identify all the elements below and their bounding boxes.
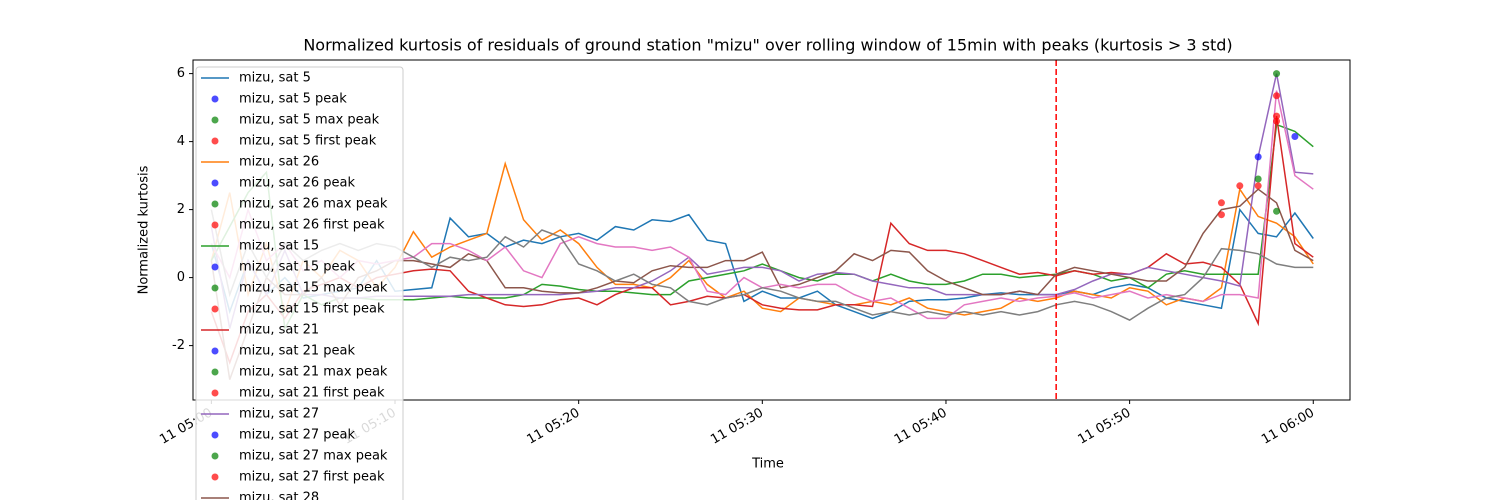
peak-point <box>1273 70 1281 78</box>
y-tick-label: -2 <box>172 338 185 353</box>
peak-point <box>1273 117 1281 125</box>
peak-point <box>1254 153 1262 161</box>
legend-swatch <box>211 221 219 229</box>
peak-point <box>1273 112 1281 120</box>
legend-label: mizu, sat 15 max peak <box>239 281 388 296</box>
legend-label: mizu, sat 26 <box>239 155 319 170</box>
legend-label: mizu, sat 26 first peak <box>239 218 385 233</box>
y-axis-label: Normalized kurtosis <box>137 165 152 294</box>
legend-label: mizu, sat 27 first peak <box>239 470 385 485</box>
peak-point <box>1254 182 1262 190</box>
legend-label: mizu, sat 26 max peak <box>239 197 388 212</box>
legend-box <box>195 66 404 500</box>
y-tick-label: 6 <box>177 66 185 81</box>
peak-point <box>1217 199 1225 207</box>
peak-point <box>1254 175 1262 183</box>
axes-frame <box>192 59 1351 401</box>
peak-point <box>1217 211 1225 219</box>
legend-label: mizu, sat 21 first peak <box>239 386 385 401</box>
legend-label: mizu, sat 21 <box>239 323 319 338</box>
legend-label: mizu, sat 26 peak <box>239 176 355 191</box>
legend-label: mizu, sat 15 peak <box>239 260 355 275</box>
legend-label: mizu, sat 15 <box>239 239 319 254</box>
legend-label: mizu, sat 15 first peak <box>239 302 385 317</box>
legend-swatch <box>211 305 219 313</box>
legend-swatch <box>211 368 219 376</box>
legend-swatch <box>211 347 219 355</box>
legend-label: mizu, sat 27 max peak <box>239 449 388 464</box>
y-tick-label: 4 <box>177 134 185 149</box>
peak-point <box>1273 92 1281 100</box>
legend-swatch <box>211 284 219 292</box>
legend-swatch <box>211 116 219 124</box>
chart-title: Normalized kurtosis of residuals of grou… <box>303 36 1232 55</box>
peak-point <box>1273 207 1281 215</box>
legend-label: mizu, sat 5 peak <box>239 92 347 107</box>
legend-label: mizu, sat 27 peak <box>239 428 355 443</box>
legend-label: mizu, sat 21 max peak <box>239 365 388 380</box>
legend-swatch <box>211 263 219 271</box>
legend-label: mizu, sat 27 <box>239 407 319 422</box>
peak-point <box>1291 133 1299 140</box>
x-axis-label: Time <box>751 457 784 472</box>
legend-swatch <box>211 137 219 145</box>
legend-label: mizu, sat 5 <box>239 71 311 86</box>
legend-swatch <box>211 179 219 187</box>
legend-swatch <box>211 200 219 208</box>
legend-label: mizu, sat 5 max peak <box>239 113 380 128</box>
y-tick-label: 2 <box>177 202 185 217</box>
legend-label: mizu, sat 28 <box>239 491 319 500</box>
y-tick-label: 0 <box>177 270 185 285</box>
legend-label: mizu, sat 21 peak <box>239 344 355 359</box>
legend-swatch <box>211 452 219 460</box>
legend-swatch <box>211 431 219 439</box>
legend-swatch <box>211 389 219 397</box>
legend-swatch <box>211 473 219 481</box>
legend-label: mizu, sat 5 first peak <box>239 134 377 149</box>
peak-point <box>1236 182 1244 190</box>
legend-swatch <box>211 95 219 103</box>
